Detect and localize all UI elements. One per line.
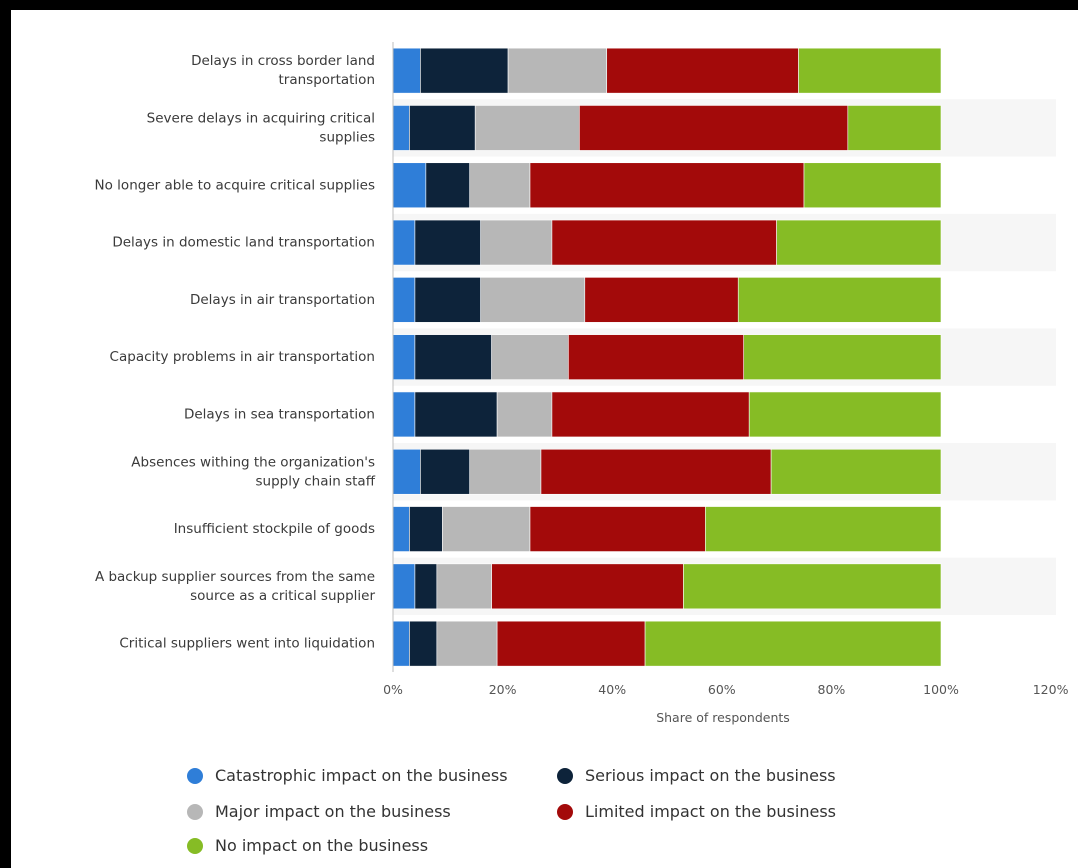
bar-segment[interactable] xyxy=(798,47,942,94)
bar-segment[interactable] xyxy=(420,448,471,495)
bar-segment[interactable] xyxy=(409,506,443,552)
bar-segment[interactable] xyxy=(414,219,481,266)
bar-segment[interactable] xyxy=(847,105,942,151)
x-tick-label: 60% xyxy=(708,682,736,697)
bar-segment[interactable] xyxy=(392,219,416,266)
bar-segment[interactable] xyxy=(469,162,531,209)
category-label: Absences withing the organization's suppl… xyxy=(131,454,375,489)
bar-segment[interactable] xyxy=(392,563,416,610)
x-tick-label: 40% xyxy=(598,682,626,697)
bar-segment[interactable] xyxy=(496,391,553,438)
bar-segment[interactable] xyxy=(392,391,416,438)
bar-segment[interactable] xyxy=(392,277,416,323)
bar-segment[interactable] xyxy=(392,448,421,495)
bar-segment[interactable] xyxy=(540,448,772,495)
legend-item[interactable]: Serious impact on the business xyxy=(557,766,836,785)
x-tick-label: 80% xyxy=(818,682,846,697)
bar-segment[interactable] xyxy=(568,334,745,380)
legend-item[interactable]: No impact on the business xyxy=(187,836,428,855)
bar-segment[interactable] xyxy=(606,47,799,94)
bar-segment[interactable] xyxy=(529,162,805,209)
bar-segment[interactable] xyxy=(392,506,410,552)
legend-color-dot xyxy=(187,803,203,820)
bar-segment[interactable] xyxy=(392,47,421,94)
legend-label: Catastrophic impact on the business xyxy=(215,766,508,785)
category-label: Delays in air transportation xyxy=(190,292,375,308)
legend-color-dot xyxy=(557,803,573,820)
bar-segment[interactable] xyxy=(551,391,750,438)
legend-color-dot xyxy=(557,767,573,784)
bar-segment[interactable] xyxy=(705,506,942,552)
bar-segment[interactable] xyxy=(737,277,942,323)
legend-item[interactable]: Catastrophic impact on the business xyxy=(187,766,508,785)
category-label: Severe delays in acquiring critical suppl… xyxy=(147,110,375,145)
legend-color-dot xyxy=(187,767,203,784)
bar-segment[interactable] xyxy=(392,105,410,151)
category-label: Delays in cross border land transportatio… xyxy=(191,53,375,88)
legend-label: No impact on the business xyxy=(215,836,429,855)
category-label: Delays in domestic land transportation xyxy=(112,235,375,251)
category-label: A backup supplier sources from the same s… xyxy=(95,569,376,604)
bar-segment[interactable] xyxy=(409,105,476,151)
bar-segment[interactable] xyxy=(529,506,706,552)
stacked-bar-chart: Delays in cross border land transportatio… xyxy=(95,42,1069,725)
x-tick-label: 120% xyxy=(1033,682,1069,697)
x-axis-title: Share of respondents xyxy=(656,710,790,725)
bar-segment[interactable] xyxy=(474,105,580,151)
bar-segment[interactable] xyxy=(425,162,471,209)
x-tick-label: 100% xyxy=(923,682,959,697)
bar-segment[interactable] xyxy=(491,563,684,610)
bar-segment[interactable] xyxy=(420,47,509,94)
legend-label: Major impact on the business xyxy=(215,802,451,821)
x-tick-label: 20% xyxy=(489,682,517,697)
category-label: Capacity problems in air transportation xyxy=(110,349,375,365)
bar-segment[interactable] xyxy=(748,391,942,438)
legend-item[interactable]: Major impact on the business xyxy=(187,802,451,821)
bar-segment[interactable] xyxy=(683,563,942,610)
category-label: Critical suppliers went into liquidation xyxy=(119,636,375,652)
legend-item[interactable]: Limited impact on the business xyxy=(557,802,836,821)
bar-segment[interactable] xyxy=(644,620,942,667)
category-label: Delays in sea transportation xyxy=(184,406,375,422)
bar-segment[interactable] xyxy=(414,391,498,438)
bar-segment[interactable] xyxy=(480,277,586,323)
bar-segment[interactable] xyxy=(584,277,739,323)
chart-card: Delays in cross border land transportatio… xyxy=(11,10,1078,868)
bar-segment[interactable] xyxy=(392,162,427,209)
bar-segment[interactable] xyxy=(414,334,492,380)
bar-segment[interactable] xyxy=(469,448,542,495)
bar-segment[interactable] xyxy=(496,620,646,667)
bar-segment[interactable] xyxy=(480,219,553,266)
bar-segment[interactable] xyxy=(579,105,849,151)
bar-segment[interactable] xyxy=(507,47,608,94)
bar-segment[interactable] xyxy=(803,162,942,209)
bar-segment[interactable] xyxy=(551,219,777,266)
bar-segment[interactable] xyxy=(436,563,492,610)
legend-color-dot xyxy=(187,837,203,854)
category-label: No longer able to acquire critical suppl… xyxy=(95,177,375,193)
bar-segment[interactable] xyxy=(414,277,481,323)
bar-segment[interactable] xyxy=(770,448,942,495)
bar-segment[interactable] xyxy=(414,563,438,610)
legend-label: Limited impact on the business xyxy=(585,802,836,821)
bar-segment[interactable] xyxy=(436,620,498,667)
category-label: Insufficient stockpile of goods xyxy=(174,521,375,537)
bar-segment[interactable] xyxy=(776,219,942,266)
bar-segment[interactable] xyxy=(392,620,410,667)
bar-segment[interactable] xyxy=(392,334,416,380)
legend-label: Serious impact on the business xyxy=(585,766,836,785)
bar-segment[interactable] xyxy=(442,506,531,552)
bar-segment[interactable] xyxy=(409,620,438,667)
bar-segment[interactable] xyxy=(743,334,942,380)
bar-segment[interactable] xyxy=(491,334,569,380)
x-tick-label: 0% xyxy=(383,682,403,697)
